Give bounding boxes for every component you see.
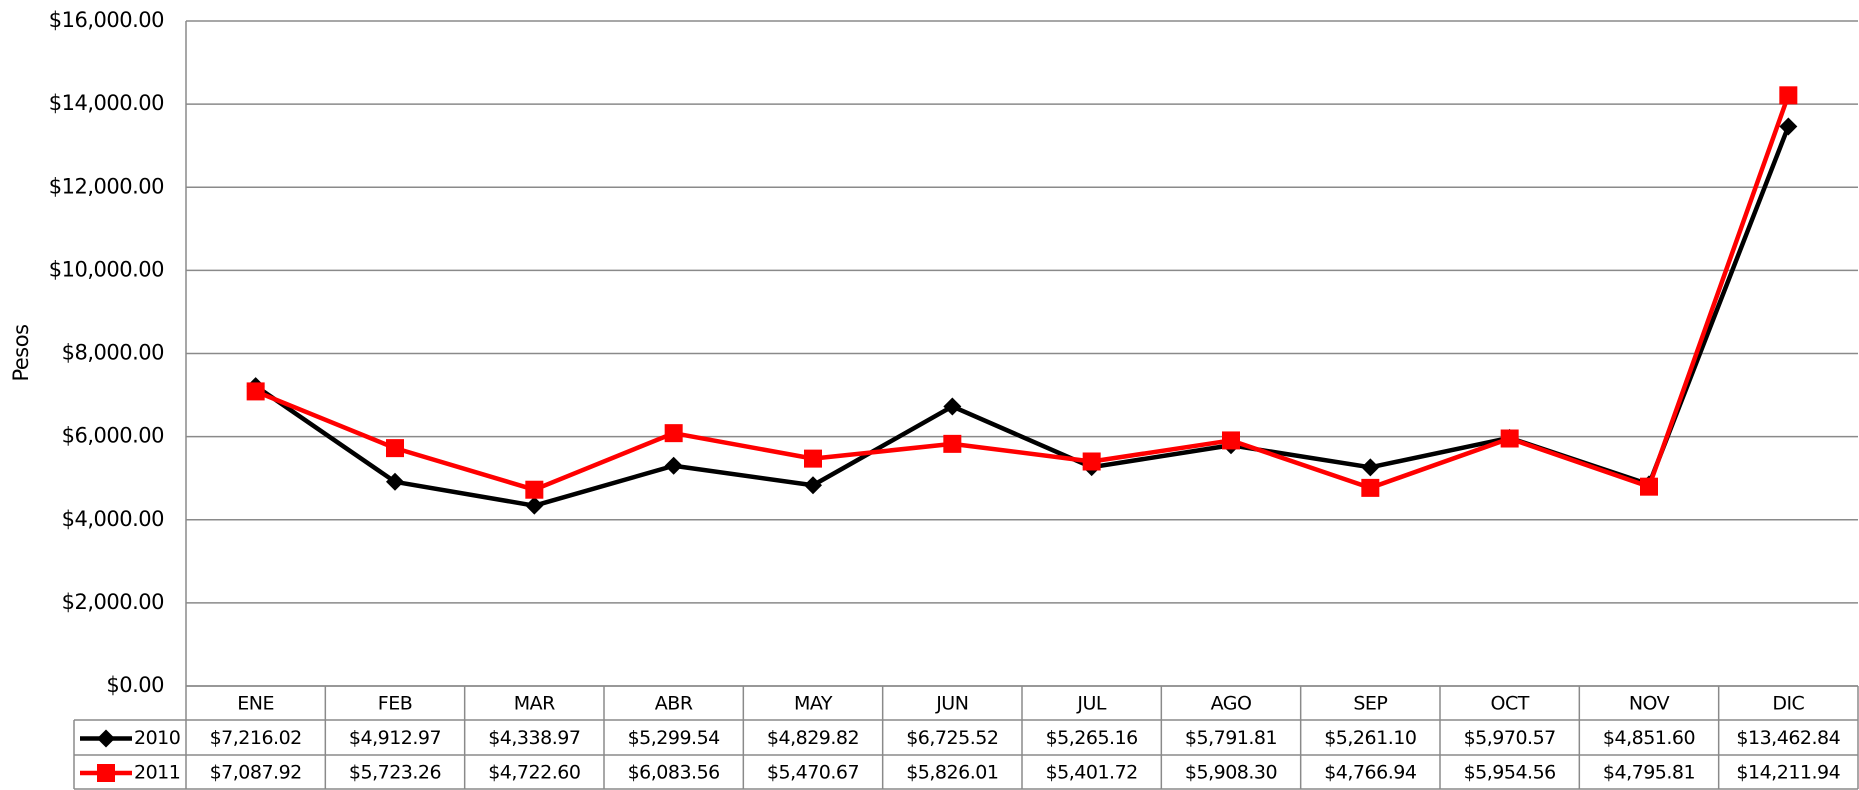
table-value: $6,083.56 xyxy=(628,762,720,784)
marker xyxy=(1222,431,1240,450)
table-value: $13,462.84 xyxy=(1736,727,1840,749)
marker xyxy=(943,434,962,453)
y-axis-label: Pesos xyxy=(9,324,33,381)
x-tick-label: NOV xyxy=(1629,693,1670,715)
marker xyxy=(386,472,404,491)
table-value: $7,216.02 xyxy=(210,727,302,749)
table-value: $6,725.52 xyxy=(906,727,998,749)
x-tick-label: MAR xyxy=(514,693,555,715)
x-tick-label: AGO xyxy=(1211,693,1252,715)
marker xyxy=(525,480,544,499)
marker xyxy=(1082,452,1101,471)
marker xyxy=(1779,117,1798,136)
marker xyxy=(664,456,683,475)
table-value: $4,766.94 xyxy=(1324,762,1417,784)
marker xyxy=(97,729,115,748)
marker xyxy=(804,449,822,468)
table-value: $14,211.94 xyxy=(1736,762,1840,784)
series-line xyxy=(254,125,1791,508)
table-value: $5,299.54 xyxy=(628,727,721,749)
x-tick-label: JUL xyxy=(1076,693,1107,715)
marker xyxy=(664,424,683,443)
y-tick-label: $10,000.00 xyxy=(49,257,164,281)
x-tick-label: JUN xyxy=(935,693,968,715)
x-tick-label: OCT xyxy=(1491,693,1530,715)
x-tick-label: FEB xyxy=(378,693,412,715)
legend-label: 2011 xyxy=(134,762,180,784)
x-tick-label: DIC xyxy=(1772,693,1804,715)
table-value: $5,723.26 xyxy=(349,762,441,784)
marker xyxy=(804,476,822,495)
table-value: $5,401.72 xyxy=(1046,762,1138,784)
y-tick-label: $14,000.00 xyxy=(49,91,164,115)
x-tick-label: ABR xyxy=(655,693,693,715)
table-value: $5,791.81 xyxy=(1185,727,1277,749)
marker xyxy=(525,496,544,515)
table-value: $5,954.56 xyxy=(1464,762,1556,784)
marker xyxy=(1640,477,1658,496)
x-tick-label: SEP xyxy=(1353,693,1387,715)
marker xyxy=(1779,86,1798,105)
y-tick-label: $0.00 xyxy=(106,673,164,697)
table-value: $4,912.97 xyxy=(349,727,441,749)
table-value: $4,829.82 xyxy=(767,727,859,749)
y-tick-label: $2,000.00 xyxy=(62,590,164,614)
table-value: $4,338.97 xyxy=(488,727,580,749)
y-tick-label: $12,000.00 xyxy=(49,174,164,198)
table-value: $5,265.16 xyxy=(1046,727,1138,749)
marker xyxy=(97,764,115,782)
table-value: $5,470.67 xyxy=(767,762,859,784)
series-line xyxy=(254,94,1791,492)
table-value: $4,795.81 xyxy=(1603,762,1695,784)
marker xyxy=(1361,478,1380,497)
y-tick-label: $4,000.00 xyxy=(62,507,164,531)
table-value: $5,970.57 xyxy=(1464,727,1556,749)
y-tick-label: $8,000.00 xyxy=(62,341,164,365)
y-tick-label: $16,000.00 xyxy=(49,8,164,32)
marker xyxy=(246,382,265,401)
x-tick-label: ENE xyxy=(237,693,274,715)
table-value: $5,908.30 xyxy=(1185,762,1277,784)
table-value: $4,722.60 xyxy=(488,762,580,784)
table-value: $7,087.92 xyxy=(210,762,302,784)
marker xyxy=(386,439,404,458)
x-tick-label: MAY xyxy=(794,693,833,715)
y-tick-label: $6,000.00 xyxy=(62,424,164,448)
legend-label: 2010 xyxy=(134,727,180,749)
table-value: $5,261.10 xyxy=(1324,727,1416,749)
table-value: $5,826.01 xyxy=(906,762,998,784)
marker xyxy=(1500,429,1519,448)
marker xyxy=(943,397,962,416)
table-value: $4,851.60 xyxy=(1603,727,1695,749)
marker xyxy=(1361,458,1380,477)
